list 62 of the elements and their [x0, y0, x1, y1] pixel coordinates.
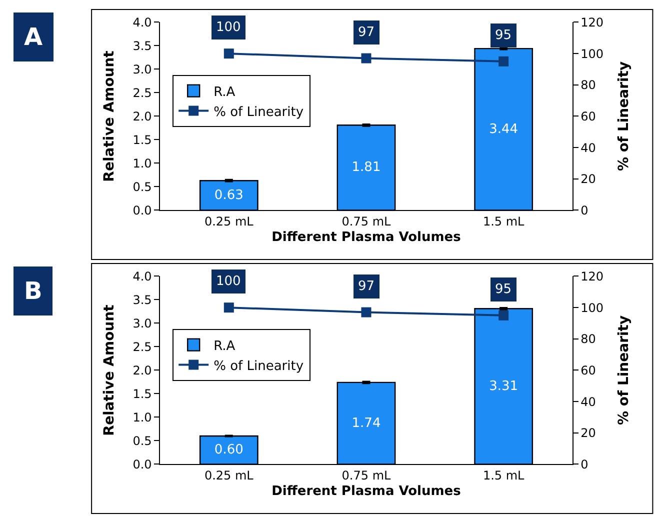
- y-tick-label: 0.5: [132, 180, 152, 194]
- legend-label: % of Linearity: [214, 104, 304, 120]
- legend-label: R.A: [214, 84, 236, 100]
- y2-tick-label: 100: [580, 300, 604, 315]
- y2-tick-label: 20: [580, 172, 596, 186]
- y-tick-label: 1.0: [132, 156, 152, 170]
- y2-axis-title: % of Linearity: [616, 61, 632, 172]
- y2-tick-label: 40: [580, 140, 596, 155]
- data-label: 3.44: [489, 122, 518, 137]
- chart-title: A: [24, 23, 43, 51]
- data-label: 1.74: [352, 416, 381, 431]
- y-tick-label: 0.0: [132, 457, 152, 472]
- x-tick-label: 0.25 mL: [204, 468, 254, 483]
- y-tick-label: 2.5: [132, 340, 152, 354]
- data-label: 95: [495, 28, 512, 43]
- x-tick-label: 1.5 mL: [482, 214, 525, 229]
- y2-axis-title: % of Linearity: [616, 315, 632, 426]
- y-tick-label: 1.0: [132, 410, 152, 424]
- x-axis-title: Different Plasma Volumes: [272, 230, 462, 246]
- y-tick-label: 1.5: [132, 386, 152, 401]
- y-tick-label: 3.0: [132, 316, 152, 330]
- y-tick-label: 0.0: [132, 203, 152, 218]
- y2-tick-label: 20: [580, 426, 596, 440]
- y2-tick-label: 100: [580, 46, 604, 61]
- y-tick-label: 3.0: [132, 62, 152, 76]
- y-axis-title: Relative Amount: [101, 50, 118, 182]
- y-tick-label: 2.0: [132, 109, 152, 124]
- y2-tick-label: 80: [580, 78, 596, 92]
- data-label: 97: [358, 279, 375, 294]
- data-label: 0.60: [214, 442, 244, 458]
- y-tick-label: 4.0: [132, 269, 152, 284]
- y-axis-title: Relative Amount: [101, 304, 118, 436]
- y-tick-label: 1.5: [132, 132, 152, 147]
- data-label: 95: [495, 282, 512, 297]
- y-tick-label: 3.5: [132, 38, 152, 53]
- x-tick-label: 0.75 mL: [342, 468, 391, 483]
- y2-tick-label: 80: [580, 332, 596, 346]
- y2-tick-label: 120: [580, 15, 604, 30]
- data-label: 0.63: [214, 188, 244, 203]
- data-label: 1.81: [352, 160, 381, 176]
- y-tick-label: 2.0: [132, 363, 152, 378]
- data-label: 100: [216, 274, 241, 289]
- y2-tick-label: 0: [580, 203, 588, 218]
- y-tick-label: 4.0: [132, 15, 152, 30]
- y2-tick-label: 60: [580, 363, 596, 378]
- chart-title: B: [24, 277, 42, 305]
- y-tick-label: 0.5: [132, 434, 152, 448]
- y2-tick-label: 60: [580, 109, 596, 124]
- y2-tick-label: 40: [580, 394, 596, 409]
- y-tick-label: 2.5: [132, 86, 152, 100]
- y-tick-label: 3.5: [132, 292, 152, 307]
- x-tick-label: 1.5 mL: [482, 468, 525, 483]
- data-label: 97: [358, 25, 375, 40]
- data-label: 3.31: [489, 378, 518, 394]
- data-label: 100: [216, 20, 241, 35]
- y2-tick-label: 120: [580, 269, 604, 284]
- x-axis-title: Different Plasma Volumes: [272, 484, 462, 500]
- x-tick-label: 0.25 mL: [204, 214, 254, 229]
- x-tick-label: 0.75 mL: [342, 214, 391, 229]
- legend-label: R.A: [214, 338, 236, 354]
- y2-tick-label: 0: [580, 457, 588, 472]
- legend-label: % of Linearity: [214, 358, 304, 374]
